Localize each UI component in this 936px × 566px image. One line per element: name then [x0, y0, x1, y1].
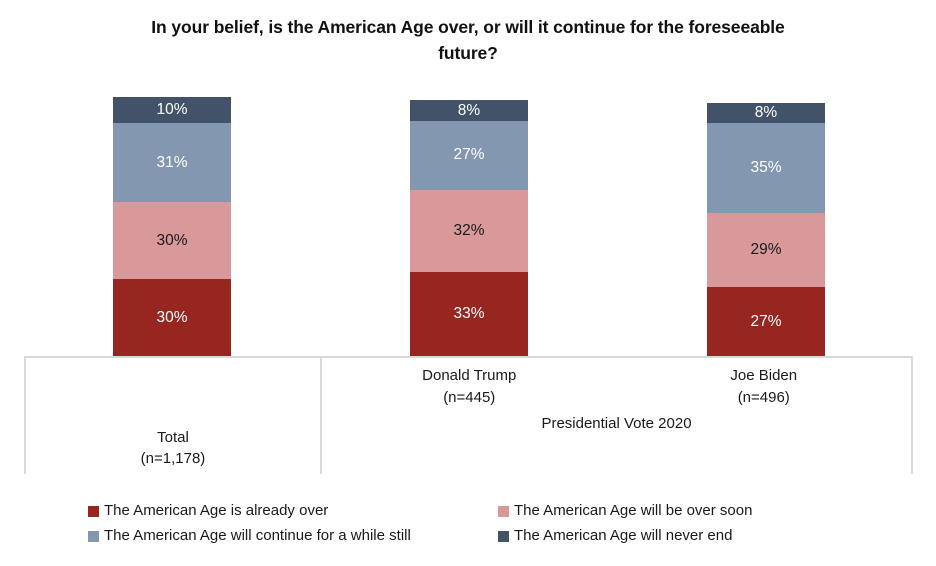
data-label: 30%	[156, 232, 188, 250]
axis-label-total: Total (n=1,178)	[26, 427, 320, 471]
bar-segment-series-3: 8%	[707, 102, 825, 124]
axis-label-total-line1: Total	[157, 428, 189, 446]
bar-segment-series-2: 27%	[410, 120, 528, 190]
data-label: 29%	[750, 241, 782, 259]
data-label: 27%	[453, 146, 485, 164]
bar-segment-series-2: 31%	[113, 123, 231, 203]
bar-segment-series-1: 29%	[707, 212, 825, 287]
legend: The American Age is already over The Ame…	[88, 502, 752, 545]
axis-label-trump-line2: (n=445)	[443, 388, 496, 406]
data-label: 30%	[156, 308, 188, 326]
axis-label-biden-line2: (n=496)	[737, 388, 790, 406]
axis-label-joe-biden: Joe Biden (n=496)	[617, 365, 912, 409]
legend-item-over-soon: The American Age will be over soon	[498, 502, 752, 520]
bar-segment-series-3: 10%	[113, 97, 231, 124]
bar-segment-series-0: 27%	[707, 286, 825, 356]
axis-label-donald-trump: Donald Trump (n=445)	[322, 365, 617, 409]
bar-segment-series-1: 30%	[113, 202, 231, 280]
legend-label-over-soon: The American Age will be over soon	[514, 502, 753, 519]
legend-swatch-over-soon	[498, 506, 509, 517]
bar-segment-series-3: 8%	[410, 100, 528, 121]
axis-names-row: Donald Trump (n=445) Joe Biden (n=496)	[322, 358, 911, 409]
legend-item-continue-while: The American Age will continue for a whi…	[88, 527, 498, 545]
axis-label-biden-line1: Joe Biden	[730, 367, 798, 384]
bar-total: 30% 30% 31% 10%	[113, 97, 231, 356]
legend-swatch-continue-while	[88, 531, 99, 542]
data-label: 8%	[457, 101, 481, 119]
data-label: 32%	[453, 221, 485, 239]
bar-segment-series-1: 32%	[410, 189, 528, 272]
bar-joe-biden: 27% 29% 35% 8%	[707, 102, 825, 356]
bar-segment-series-2: 35%	[707, 123, 825, 213]
bar-donald-trump: 33% 32% 27% 8%	[410, 100, 528, 356]
data-label: 27%	[750, 312, 782, 330]
legend-swatch-never-end	[498, 531, 509, 542]
bar-segment-series-0: 30%	[113, 279, 231, 356]
data-label: 35%	[750, 159, 782, 177]
legend-item-already-over: The American Age is already over	[88, 502, 498, 520]
axis-group-region: Donald Trump (n=445) Joe Biden (n=496) P…	[322, 358, 911, 474]
data-label: 8%	[754, 104, 778, 122]
axis-label-total-line2: (n=1,178)	[140, 450, 206, 468]
chart-title: In your belief, is the American Age over…	[151, 17, 785, 64]
legend-item-never-end: The American Age will never end	[498, 527, 752, 545]
data-label: 10%	[156, 101, 188, 119]
axis-cell-total: Total (n=1,178)	[26, 358, 322, 474]
legend-label-already-over: The American Age is already over	[104, 502, 329, 519]
legend-swatch-already-over	[88, 506, 99, 517]
bar-segment-series-0: 33%	[410, 271, 528, 356]
axis-label-trump-line1: Donald Trump	[422, 367, 517, 384]
data-label: 31%	[156, 153, 188, 171]
category-axis: Total (n=1,178) Donald Trump (n=445) Joe…	[24, 356, 913, 474]
legend-label-never-end: The American Age will never end	[514, 527, 733, 544]
data-label: 33%	[453, 305, 485, 322]
axis-group-label: Presidential Vote 2020	[541, 414, 692, 432]
legend-label-continue-while: The American Age will continue for a whi…	[104, 527, 411, 544]
